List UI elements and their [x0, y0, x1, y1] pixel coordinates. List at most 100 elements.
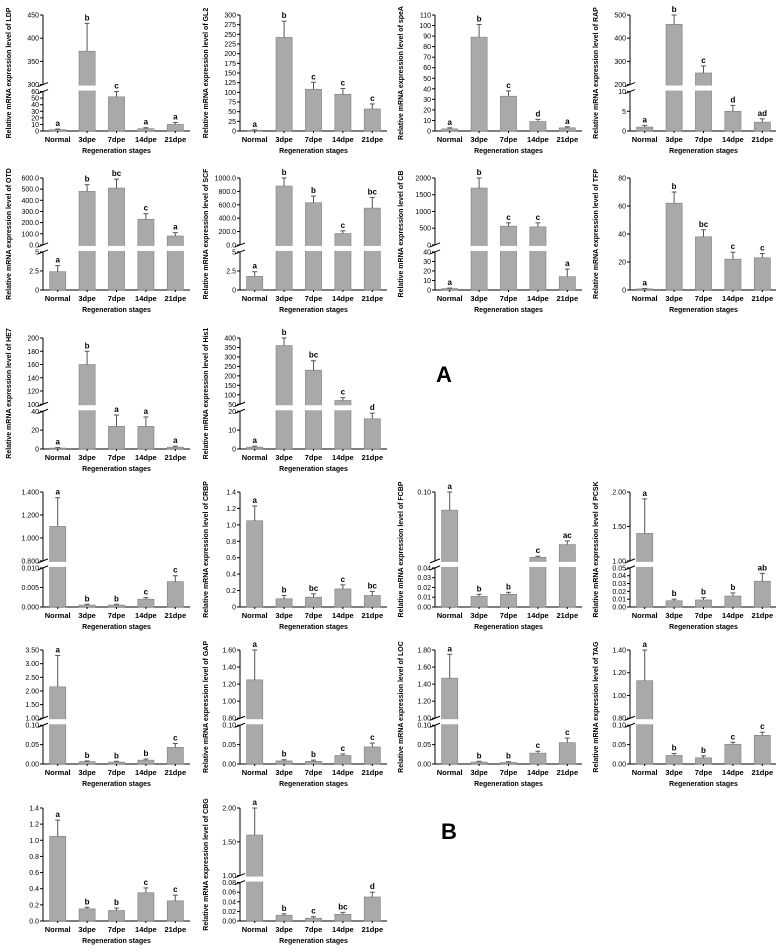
x-tick-label: 7dpe: [695, 768, 713, 777]
y-lower-tick-label: 5: [35, 249, 39, 256]
y-upper-tick-label: 50: [228, 402, 236, 409]
x-tick-label: Normal: [45, 135, 71, 144]
significance-letter: bc: [699, 220, 709, 229]
y-axis-title: Relative mRNA expression level of FCBP: [398, 481, 405, 617]
y-lower-tick-label: 0: [622, 129, 626, 136]
y-tick-label: 25: [228, 119, 236, 126]
significance-letter: b: [477, 168, 482, 177]
bar-Normal: [49, 447, 67, 450]
x-tick-label: 21dpe: [556, 768, 578, 777]
bar-21dpe: [166, 581, 184, 608]
significance-letter: b: [311, 750, 316, 759]
y-upper-tick-label: 500.0: [21, 187, 39, 194]
y-tick-label: 100: [419, 23, 431, 30]
significance-letter: a: [447, 278, 452, 287]
y-axis-title: Relative mRNA expression level of His1: [203, 328, 210, 460]
x-tick-label: 21dpe: [361, 135, 383, 144]
x-tick-label: 3dpe: [275, 294, 293, 303]
bar-3dpe: [275, 760, 293, 765]
significance-letter: b: [85, 341, 90, 350]
bar-3dpe: [275, 914, 293, 922]
y-lower-tick-label: 10: [423, 278, 431, 285]
bar-7dpe: [305, 917, 322, 922]
y-lower-tick-label: 40: [31, 409, 39, 416]
bar-break-gap: [440, 719, 459, 725]
bar-break-gap: [635, 719, 654, 725]
y-axis-title: Relative mRNA expression level of LOC: [398, 641, 405, 773]
y-upper-tick-label: 500: [614, 13, 626, 20]
significance-letter: b: [730, 583, 735, 592]
y-tick-label: 50: [228, 109, 236, 116]
bar-14dpe: [137, 892, 155, 922]
y-upper-tick-label: 400: [224, 336, 236, 343]
x-tick-label: 14dpe: [332, 611, 354, 620]
bar-Normal: [49, 835, 67, 922]
x-tick-label: 3dpe: [275, 925, 293, 934]
bar-Normal: [246, 446, 264, 450]
y-lower-tick-label: 20: [31, 428, 39, 435]
y-upper-tick-label: 1.50: [222, 839, 236, 846]
y-tick-label: 275: [224, 22, 236, 29]
y-upper-tick-label: 600.0: [218, 202, 236, 209]
y-tick-label: 250: [224, 32, 236, 39]
y-tick-label: 225: [224, 42, 236, 49]
y-lower-tick-label: 0.05: [417, 742, 431, 749]
bar-Normal: [636, 126, 654, 132]
y-upper-tick-label: 150: [224, 383, 236, 390]
x-tick-label: 3dpe: [275, 135, 293, 144]
bar-14dpe: [137, 426, 155, 450]
bar-21dpe: [166, 900, 184, 922]
significance-letter: c: [370, 733, 375, 742]
x-tick-label: 3dpe: [470, 135, 488, 144]
significance-letter: ac: [563, 531, 572, 540]
significance-letter: c: [144, 588, 149, 597]
significance-letter: c: [311, 907, 316, 916]
x-tick-label: Normal: [437, 135, 463, 144]
significance-letter: b: [282, 750, 287, 759]
y-tick-label: 10: [423, 118, 431, 125]
y-axis-title: Relative mRNA expression level of SCF: [203, 168, 210, 300]
bar-7dpe: [305, 596, 322, 608]
x-tick-label: 3dpe: [78, 453, 96, 462]
x-tick-label: Normal: [242, 925, 268, 934]
significance-letter: a: [642, 278, 647, 287]
y-lower-tick-label: 0: [232, 447, 236, 454]
bar-14dpe: [334, 588, 352, 608]
bar-21dpe: [558, 127, 576, 132]
y-upper-tick-label: 3.00: [25, 661, 39, 668]
x-tick-label: 14dpe: [332, 135, 354, 144]
x-tick-label: 21dpe: [751, 611, 773, 620]
bar-break-gap: [635, 561, 654, 567]
chart-7: 0102030400500100015002000aNormalb3dpec7d…: [398, 168, 582, 314]
chart-8: 0 20 40 60 80 a Normal b 3dpe bc 7dpe c 14dpe c 21dpe R…: [593, 169, 776, 314]
significance-letter: c: [341, 221, 346, 230]
y-upper-tick-label: 180: [27, 349, 39, 356]
x-axis-title: Regeneration stages: [669, 781, 738, 788]
bar-3dpe: [665, 202, 683, 291]
bar-3dpe: [275, 598, 293, 608]
x-tick-label: 3dpe: [275, 611, 293, 620]
x-tick-label: 21dpe: [556, 611, 578, 620]
y-upper-tick-label: 1.200: [21, 512, 39, 519]
significance-letter: c: [536, 213, 541, 222]
significance-letter: c: [701, 56, 706, 65]
x-tick-label: 21dpe: [751, 294, 773, 303]
x-tick-label: Normal: [437, 294, 463, 303]
y-lower-tick-label: 50: [31, 96, 39, 103]
bar-Normal: [246, 275, 264, 291]
bar-3dpe: [470, 187, 488, 291]
significance-letter: ad: [758, 109, 767, 118]
bar-3dpe: [78, 761, 96, 765]
x-tick-label: 7dpe: [305, 294, 323, 303]
y-axis-title: Relative mRNA expression level of RAP: [593, 7, 600, 139]
bar-21dpe: [363, 595, 381, 608]
y-lower-tick-label: 0.03: [612, 581, 626, 588]
y-upper-tick-label: 1.40: [612, 648, 626, 655]
significance-letter: c: [341, 575, 346, 584]
y-tick-label: 0: [232, 129, 236, 136]
x-tick-label: 3dpe: [275, 768, 293, 777]
y-upper-tick-label: 2.00: [612, 490, 626, 497]
bar-break-gap: [245, 719, 264, 725]
